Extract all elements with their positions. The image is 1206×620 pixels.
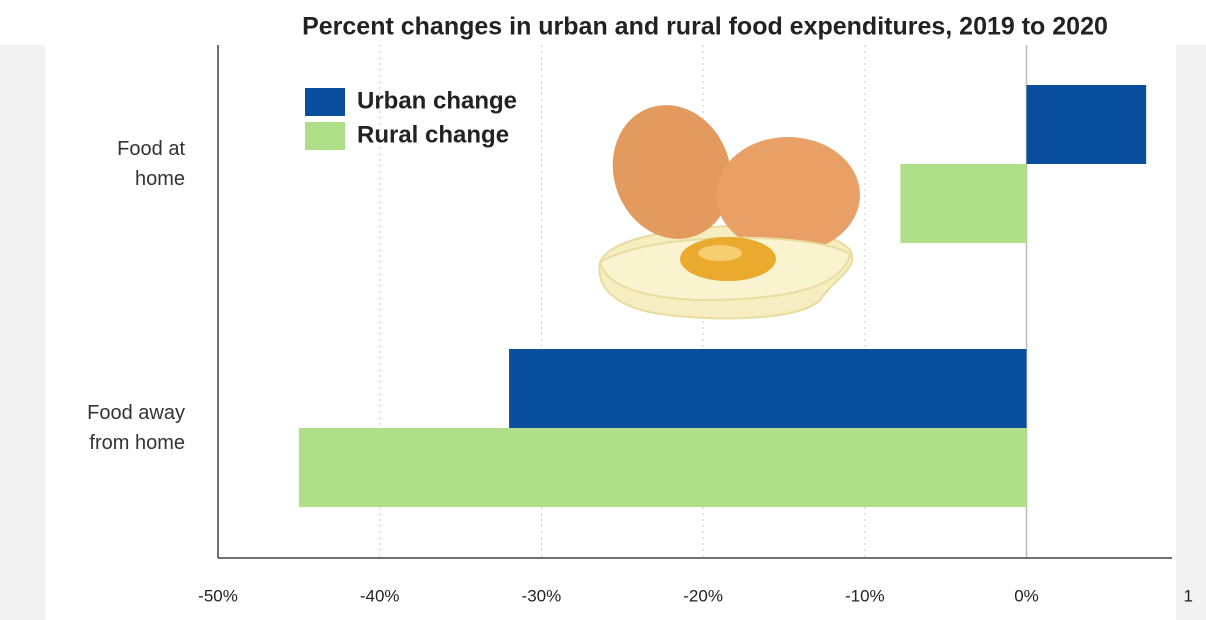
y-tick-label: Food at home: [15, 134, 185, 194]
legend-swatch: [305, 88, 345, 116]
chart-title: Percent changes in urban and rural food …: [302, 13, 1108, 41]
bar: [509, 349, 1026, 428]
legend-swatch: [305, 122, 345, 150]
x-tick-label: 0%: [1014, 586, 1039, 605]
eggs-illustration: [594, 88, 860, 318]
bar: [1027, 85, 1147, 164]
side-panel: [1176, 45, 1206, 620]
side-panel: [0, 45, 45, 620]
chart: Percent changes in urban and rural food …: [0, 0, 1206, 620]
bar: [299, 428, 1027, 507]
legend-label: Urban change: [357, 87, 517, 114]
y-tick-label: Food away from home: [15, 398, 185, 458]
legend-label: Rural change: [357, 121, 509, 148]
x-tick-label: -30%: [522, 586, 562, 605]
x-tick-label: -10%: [845, 586, 885, 605]
x-tick-label: -20%: [683, 586, 723, 605]
x-tick-label: -40%: [360, 586, 400, 605]
x-tick-label: -50%: [198, 586, 238, 605]
x-tick-label: 1: [1183, 586, 1192, 605]
bar: [900, 164, 1026, 243]
page: {"chart_data": {"type": "barh", "title":…: [0, 0, 1206, 620]
